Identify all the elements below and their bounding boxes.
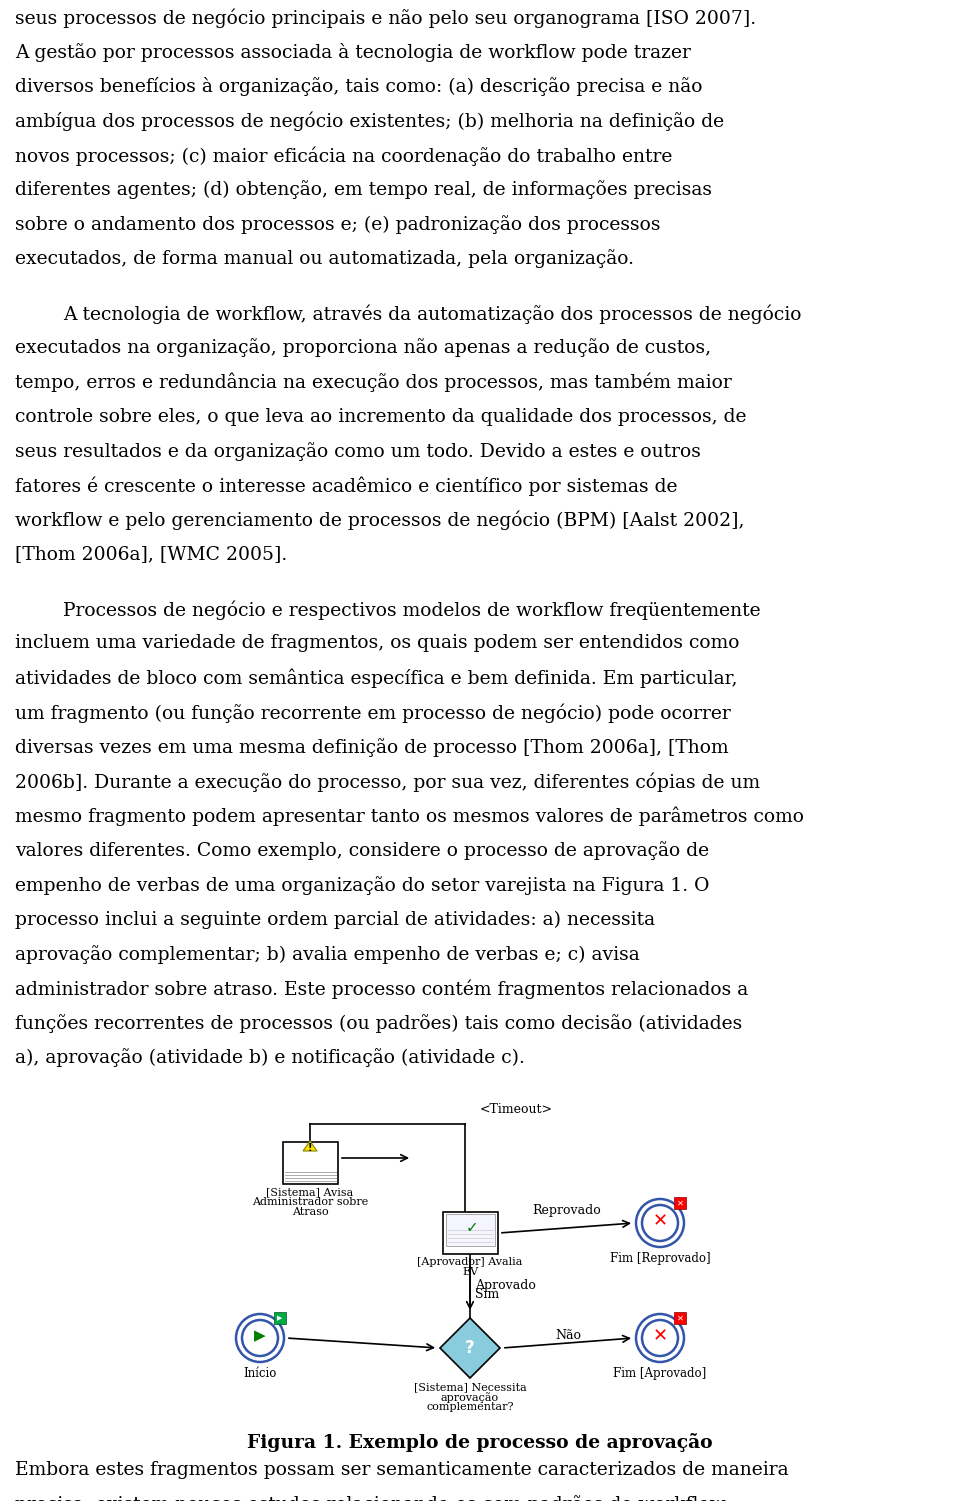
FancyBboxPatch shape: [283, 1142, 338, 1184]
Text: [Sistema] Necessita: [Sistema] Necessita: [414, 1382, 526, 1391]
Circle shape: [236, 1313, 284, 1361]
Text: aprovação complementar; b) avalia empenho de verbas e; c) avisa: aprovação complementar; b) avalia empenh…: [15, 946, 639, 964]
FancyBboxPatch shape: [443, 1211, 498, 1253]
Text: executados na organização, proporciona não apenas a redução de custos,: executados na organização, proporciona n…: [15, 339, 711, 357]
Text: Aprovado: Aprovado: [475, 1279, 536, 1292]
Text: sobre o andamento dos processos e; (e) padronização dos processos: sobre o andamento dos processos e; (e) p…: [15, 215, 660, 234]
Text: diversas vezes em uma mesma definição de processo [Thom 2006a], [Thom: diversas vezes em uma mesma definição de…: [15, 738, 729, 757]
Text: seus processos de negócio principais e não pelo seu organograma [ISO 2007].: seus processos de negócio principais e n…: [15, 8, 756, 27]
Text: [Thom 2006a], [WMC 2005].: [Thom 2006a], [WMC 2005].: [15, 545, 287, 563]
Text: ✕: ✕: [653, 1327, 667, 1345]
Text: Administrador sobre: Administrador sobre: [252, 1196, 368, 1207]
FancyBboxPatch shape: [274, 1312, 286, 1324]
Text: a), aprovação (atividade b) e notificação (atividade c).: a), aprovação (atividade b) e notificaçã…: [15, 1049, 525, 1067]
FancyBboxPatch shape: [674, 1196, 686, 1208]
Text: [Aprovador] Avalia: [Aprovador] Avalia: [418, 1256, 522, 1267]
Text: Fim [Aprovado]: Fim [Aprovado]: [613, 1367, 707, 1379]
Text: funções recorrentes de processos (ou padrões) tais como decisão (atividades: funções recorrentes de processos (ou pad…: [15, 1015, 742, 1033]
Text: ▶: ▶: [277, 1315, 282, 1321]
Text: ✕: ✕: [677, 1198, 684, 1207]
Text: mesmo fragmento podem apresentar tanto os mesmos valores de parâmetros como: mesmo fragmento podem apresentar tanto o…: [15, 808, 804, 827]
Circle shape: [242, 1319, 278, 1355]
Text: Sim: Sim: [475, 1288, 499, 1301]
Text: A tecnologia de workflow, através da automatização dos processos de negócio: A tecnologia de workflow, através da aut…: [63, 305, 802, 324]
Text: um fragmento (ou função recorrente em processo de negócio) pode ocorrer: um fragmento (ou função recorrente em pr…: [15, 704, 731, 723]
Text: administrador sobre atraso. Este processo contém fragmentos relacionados a: administrador sobre atraso. Este process…: [15, 980, 748, 1000]
Circle shape: [642, 1205, 678, 1241]
Text: workflow e pelo gerenciamento de processos de negócio (BPM) [Aalst 2002],: workflow e pelo gerenciamento de process…: [15, 510, 745, 530]
Text: EV: EV: [462, 1267, 478, 1277]
Text: empenho de verbas de uma organização do setor varejista na Figura 1. O: empenho de verbas de uma organização do …: [15, 877, 709, 895]
Text: atividades de bloco com semântica específica e bem definida. Em particular,: atividades de bloco com semântica especí…: [15, 669, 737, 689]
Polygon shape: [303, 1141, 317, 1151]
Text: diferentes agentes; (d) obtenção, em tempo real, de informações precisas: diferentes agentes; (d) obtenção, em tem…: [15, 180, 712, 200]
Circle shape: [636, 1313, 684, 1361]
Text: A gestão por processos associada à tecnologia de workflow pode trazer: A gestão por processos associada à tecno…: [15, 42, 691, 62]
Text: tempo, erros e redundância na execução dos processos, mas também maior: tempo, erros e redundância na execução d…: [15, 374, 732, 392]
Polygon shape: [440, 1318, 500, 1378]
Text: Início: Início: [243, 1367, 276, 1379]
Text: complementar?: complementar?: [426, 1402, 514, 1412]
Text: ✕: ✕: [677, 1313, 684, 1322]
Text: Figura 1. Exemplo de processo de aprovação: Figura 1. Exemplo de processo de aprovaç…: [247, 1433, 713, 1451]
FancyBboxPatch shape: [674, 1312, 686, 1324]
Text: valores diferentes. Como exemplo, considere o processo de aprovação de: valores diferentes. Como exemplo, consid…: [15, 842, 709, 860]
Circle shape: [636, 1199, 684, 1247]
Text: processo inclui a seguinte ordem parcial de atividades: a) necessita: processo inclui a seguinte ordem parcial…: [15, 911, 655, 929]
Text: <Timeout>: <Timeout>: [480, 1103, 553, 1117]
Text: fatores é crescente o interesse acadêmico e científico por sistemas de: fatores é crescente o interesse acadêmic…: [15, 476, 678, 495]
Text: precisa, existem poucos estudos relacionando-os com padrões de workflow: precisa, existem poucos estudos relacion…: [15, 1495, 726, 1501]
Text: ✕: ✕: [653, 1211, 667, 1229]
Text: ambígua dos processos de negócio existentes; (b) melhoria na definição de: ambígua dos processos de negócio existen…: [15, 111, 724, 131]
Text: 2006b]. Durante a execução do processo, por sua vez, diferentes cópias de um: 2006b]. Durante a execução do processo, …: [15, 773, 760, 793]
Text: incluem uma variedade de fragmentos, os quais podem ser entendidos como: incluem uma variedade de fragmentos, os …: [15, 635, 739, 653]
Text: seus resultados e da organização como um todo. Devido a estes e outros: seus resultados e da organização como um…: [15, 441, 701, 461]
Text: controle sobre eles, o que leva ao incremento da qualidade dos processos, de: controle sobre eles, o que leva ao incre…: [15, 407, 747, 425]
Text: aprovação: aprovação: [441, 1391, 499, 1403]
Text: [Sistema] Avisa: [Sistema] Avisa: [266, 1187, 353, 1196]
Text: Reprovado: Reprovado: [532, 1204, 601, 1217]
Text: ?: ?: [466, 1339, 475, 1357]
FancyBboxPatch shape: [446, 1214, 495, 1246]
Text: Fim [Reprovado]: Fim [Reprovado]: [610, 1252, 710, 1265]
Text: !: !: [308, 1142, 312, 1153]
Text: Embora estes fragmentos possam ser semanticamente caracterizados de maneira: Embora estes fragmentos possam ser seman…: [15, 1460, 788, 1478]
Text: Processos de negócio e respectivos modelos de workflow freqüentemente: Processos de negócio e respectivos model…: [63, 600, 760, 620]
Text: executados, de forma manual ou automatizada, pela organização.: executados, de forma manual ou automatiz…: [15, 249, 634, 269]
Text: ✓: ✓: [466, 1220, 478, 1235]
Text: diversos benefícios à organização, tais como: (a) descrição precisa e não: diversos benefícios à organização, tais …: [15, 77, 703, 96]
Text: Não: Não: [555, 1328, 581, 1342]
Text: ▶: ▶: [254, 1328, 266, 1343]
Text: novos processos; (c) maior eficácia na coordenação do trabalho entre: novos processos; (c) maior eficácia na c…: [15, 146, 672, 165]
Text: Atraso: Atraso: [292, 1207, 328, 1217]
Circle shape: [642, 1319, 678, 1355]
